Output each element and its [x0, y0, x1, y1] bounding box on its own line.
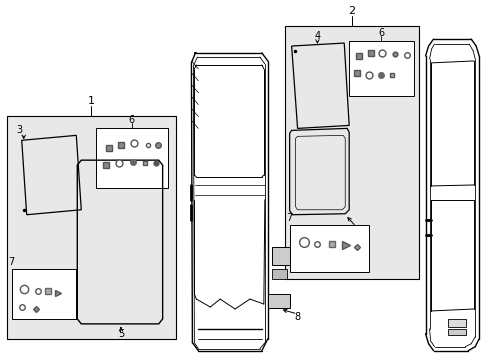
Text: 4: 4 [314, 31, 320, 41]
Text: 6: 6 [128, 116, 135, 126]
Text: 9: 9 [296, 243, 302, 252]
Text: 5: 5 [355, 225, 362, 235]
Bar [96, 129, 167, 188]
Text: 2: 2 [347, 6, 354, 16]
Bar [271, 247, 291, 265]
Text: 1: 1 [87, 96, 95, 105]
Bar [447, 329, 466, 335]
Bar [289, 225, 368, 272]
Bar [271, 269, 286, 279]
Text: 7: 7 [9, 257, 15, 267]
Bar [7, 116, 175, 339]
Text: 5: 5 [118, 329, 124, 339]
Bar [12, 269, 76, 319]
Text: 8: 8 [294, 312, 300, 322]
Bar [267, 294, 289, 308]
Text: 3: 3 [17, 125, 23, 135]
Bar [348, 41, 413, 96]
Bar [447, 319, 466, 327]
Bar [284, 26, 418, 279]
Text: 7: 7 [286, 213, 292, 223]
Text: 6: 6 [377, 28, 383, 38]
